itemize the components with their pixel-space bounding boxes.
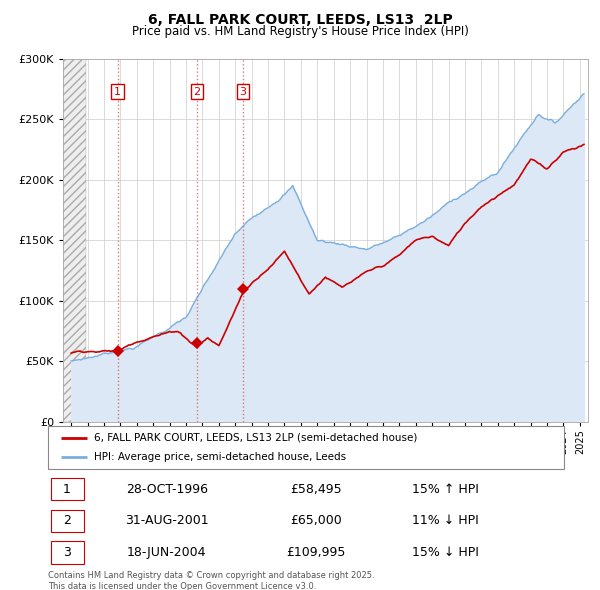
Text: 15% ↑ HPI: 15% ↑ HPI: [412, 483, 479, 496]
Polygon shape: [63, 59, 86, 422]
Text: Contains HM Land Registry data © Crown copyright and database right 2025.
This d: Contains HM Land Registry data © Crown c…: [48, 571, 374, 590]
Text: HPI: Average price, semi-detached house, Leeds: HPI: Average price, semi-detached house,…: [94, 453, 347, 463]
FancyBboxPatch shape: [50, 542, 84, 564]
Text: £109,995: £109,995: [287, 546, 346, 559]
Text: 3: 3: [63, 546, 71, 559]
Text: 1: 1: [63, 483, 71, 496]
FancyBboxPatch shape: [48, 426, 564, 469]
Text: 3: 3: [239, 87, 247, 97]
Text: £65,000: £65,000: [290, 514, 342, 527]
FancyBboxPatch shape: [50, 510, 84, 532]
Text: 18-JUN-2004: 18-JUN-2004: [127, 546, 206, 559]
Text: 15% ↓ HPI: 15% ↓ HPI: [412, 546, 479, 559]
Text: 11% ↓ HPI: 11% ↓ HPI: [412, 514, 479, 527]
Text: 1: 1: [114, 87, 121, 97]
Text: 28-OCT-1996: 28-OCT-1996: [125, 483, 208, 496]
Text: Price paid vs. HM Land Registry's House Price Index (HPI): Price paid vs. HM Land Registry's House …: [131, 25, 469, 38]
Text: 6, FALL PARK COURT, LEEDS, LS13  2LP: 6, FALL PARK COURT, LEEDS, LS13 2LP: [148, 13, 452, 27]
Text: 31-AUG-2001: 31-AUG-2001: [125, 514, 208, 527]
Text: 2: 2: [63, 514, 71, 527]
Text: 2: 2: [193, 87, 200, 97]
Text: 6, FALL PARK COURT, LEEDS, LS13 2LP (semi-detached house): 6, FALL PARK COURT, LEEDS, LS13 2LP (sem…: [94, 432, 418, 442]
Text: £58,495: £58,495: [290, 483, 342, 496]
FancyBboxPatch shape: [50, 478, 84, 500]
